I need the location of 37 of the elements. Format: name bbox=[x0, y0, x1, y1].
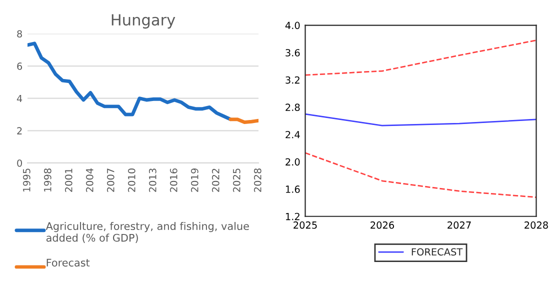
line-series bbox=[305, 40, 536, 76]
x-tick-label: 1995 bbox=[22, 168, 30, 192]
x-tick-label: 2027 bbox=[448, 221, 471, 229]
x-tick-label: 2028 bbox=[254, 168, 262, 192]
y-tick-label: 2.8 bbox=[286, 104, 300, 112]
line-series bbox=[305, 113, 536, 126]
y-tick-label: 4.0 bbox=[285, 22, 300, 30]
y-tick-label: 2.4 bbox=[286, 130, 300, 138]
line-series bbox=[28, 42, 232, 122]
y-tick-label: 2 bbox=[17, 127, 22, 134]
legend-label: Agriculture, forestry, and fishing, value added (% of GDP) bbox=[46, 222, 249, 243]
x-tick-label: 2004 bbox=[86, 168, 94, 192]
x-tick-label: 2025 bbox=[294, 221, 317, 229]
x-tick-label: 2013 bbox=[148, 168, 156, 192]
x-tick-label: 2025 bbox=[232, 168, 240, 192]
x-tick-label: 2010 bbox=[128, 168, 136, 192]
legend-label: Forecast bbox=[46, 258, 90, 267]
x-tick-label: 2026 bbox=[370, 221, 394, 229]
x-tick-label: 1998 bbox=[44, 168, 52, 192]
y-tick-label: 3.2 bbox=[286, 76, 300, 84]
y-tick-label: 1.2 bbox=[286, 212, 300, 220]
x-tick-label: 2019 bbox=[190, 168, 198, 192]
y-tick-label: 0 bbox=[17, 159, 22, 167]
chart-title: Hungary bbox=[112, 14, 176, 29]
y-tick-label: 1.6 bbox=[286, 186, 300, 193]
y-tick-label: 6 bbox=[17, 62, 22, 70]
line-series bbox=[305, 152, 536, 198]
x-tick-label: 2028 bbox=[524, 221, 548, 229]
x-tick-label: 2022 bbox=[212, 168, 220, 192]
y-tick-label: 4 bbox=[16, 94, 22, 102]
y-tick-label: 8 bbox=[17, 30, 22, 38]
y-tick-label: 2.0 bbox=[286, 158, 300, 166]
x-tick-label: 2001 bbox=[64, 168, 72, 192]
y-tick-label: 3.6 bbox=[286, 49, 300, 56]
x-tick-label: 2007 bbox=[106, 168, 114, 192]
legend-label: FORECAST bbox=[412, 248, 463, 256]
x-tick-label: 2016 bbox=[170, 168, 178, 192]
